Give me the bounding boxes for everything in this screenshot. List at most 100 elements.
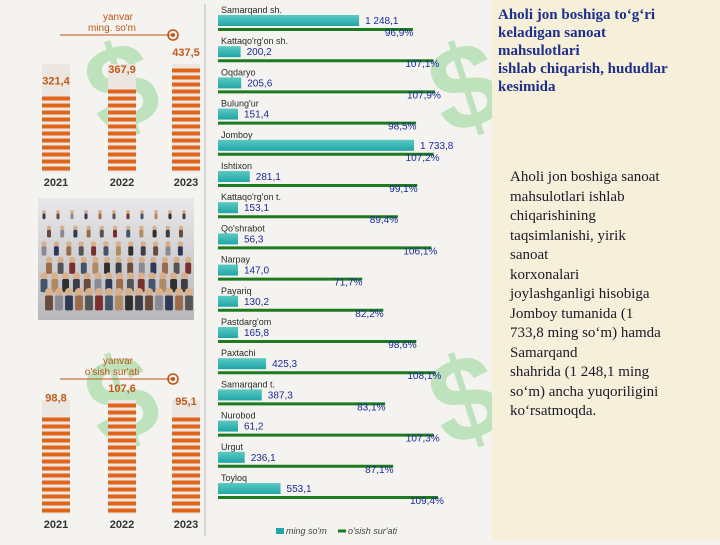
person-body [185, 262, 192, 274]
column-bar-stripe [172, 452, 200, 457]
column-value-label: 107,6 [108, 383, 136, 395]
person-head [42, 210, 46, 214]
column-bar [108, 89, 136, 171]
person-body [70, 213, 74, 220]
person-body [150, 262, 157, 274]
column-bar-stripe [42, 131, 70, 136]
body-line: 733,8 ming so‘m) hamda [510, 325, 661, 341]
person-head [40, 272, 48, 280]
person-head [144, 287, 154, 297]
person-head [154, 287, 164, 297]
column-bar-stripe [172, 473, 200, 478]
person-head [177, 241, 184, 247]
column-bar-stripe [172, 96, 200, 101]
person-head [41, 241, 47, 247]
column-bar-stripe [108, 508, 136, 513]
region-value-bar [218, 77, 242, 89]
column-bar-stripe [172, 145, 200, 150]
person-body [92, 262, 99, 274]
column-bar-stripe [172, 494, 200, 499]
person-head [125, 225, 131, 231]
person-body [139, 229, 144, 238]
body-line: Samarqand [510, 344, 578, 361]
person-body [153, 246, 159, 256]
person-body [165, 229, 170, 238]
person-head [103, 256, 111, 264]
column-bar-stripe [172, 431, 200, 436]
region-value-bar [218, 483, 281, 494]
person-head [72, 272, 81, 280]
column-category-label: 2023 [174, 519, 198, 531]
column-bar [108, 403, 136, 513]
region-value-bar [218, 264, 238, 276]
person-body [60, 229, 65, 238]
column-bar-stripe [42, 417, 70, 422]
heading-line: Aholi jon boshiga to‘g‘ri [498, 7, 656, 23]
region-label: Kattaqo'rg'on sh. [221, 36, 288, 46]
person-head [165, 241, 171, 247]
body-line: sanoat [510, 247, 549, 263]
person-head [70, 210, 74, 214]
column-bar-stripe [42, 445, 70, 450]
region-value-label: 205,6 [247, 78, 272, 89]
region-value-label: 147,0 [244, 266, 269, 277]
person-body [152, 229, 157, 238]
person-head [84, 287, 94, 297]
person-body [69, 262, 76, 274]
column-bar-stripe [42, 459, 70, 464]
person-head [112, 210, 116, 214]
person-head [165, 225, 171, 231]
region-value-label: 61,2 [244, 422, 264, 433]
person-body [86, 229, 91, 238]
person-body [40, 279, 48, 293]
region-value-label: 56,3 [244, 234, 264, 245]
person-body [182, 213, 186, 220]
circle-marker-icon [167, 29, 179, 41]
region-value-bar [218, 327, 238, 338]
column-bar-stripe [42, 501, 70, 506]
region-label: Urgut [221, 442, 244, 452]
column-value-label: 367,9 [108, 64, 136, 76]
region-value-bar [218, 358, 267, 370]
person-body [140, 213, 144, 220]
text-panel: Aholi jon boshiga to‘g‘ri keladigan sano… [492, 0, 720, 540]
column-bar [42, 417, 70, 513]
body-line: joylashganligi hisobiga [510, 286, 650, 302]
person-head [148, 272, 156, 280]
region-label: Ishtixon [221, 161, 252, 171]
column-bar-stripe [42, 487, 70, 492]
person-body [41, 246, 47, 256]
column-bar-stripe [108, 96, 136, 101]
column-bar [172, 417, 200, 513]
person-body [140, 246, 146, 256]
region-value-bar [218, 108, 238, 120]
region-value-bar [218, 171, 250, 182]
person-head [54, 287, 64, 297]
region-growth-label: 98,5% [388, 122, 416, 133]
person-head [115, 256, 122, 264]
column-bar-stripe [172, 438, 200, 443]
column-bar-stripe [172, 117, 200, 122]
person-head [161, 256, 169, 264]
region-value-label: 1 248,1 [365, 16, 399, 27]
person-body [185, 295, 193, 311]
column-bar-stripe [42, 452, 70, 457]
column-bar-stripe [108, 466, 136, 471]
column-bar-stripe [108, 438, 136, 443]
person-head [114, 287, 124, 297]
column-bar-stripe [108, 103, 136, 108]
person-body [112, 229, 118, 238]
region-growth-label: 71,7% [334, 278, 362, 289]
person-head [140, 241, 146, 247]
person-head [159, 272, 167, 280]
column-bar-stripe [42, 152, 70, 157]
person-body [78, 246, 84, 256]
column-bar-stripe [172, 424, 200, 429]
body-line: ko‘rsatmoqda. [510, 403, 597, 419]
person-body [57, 262, 64, 274]
region-growth-label: 107,9% [407, 90, 441, 101]
region-value-label: 1 733,8 [420, 141, 454, 152]
person-body [80, 262, 87, 274]
region-growth-label: 107,1% [405, 59, 439, 70]
